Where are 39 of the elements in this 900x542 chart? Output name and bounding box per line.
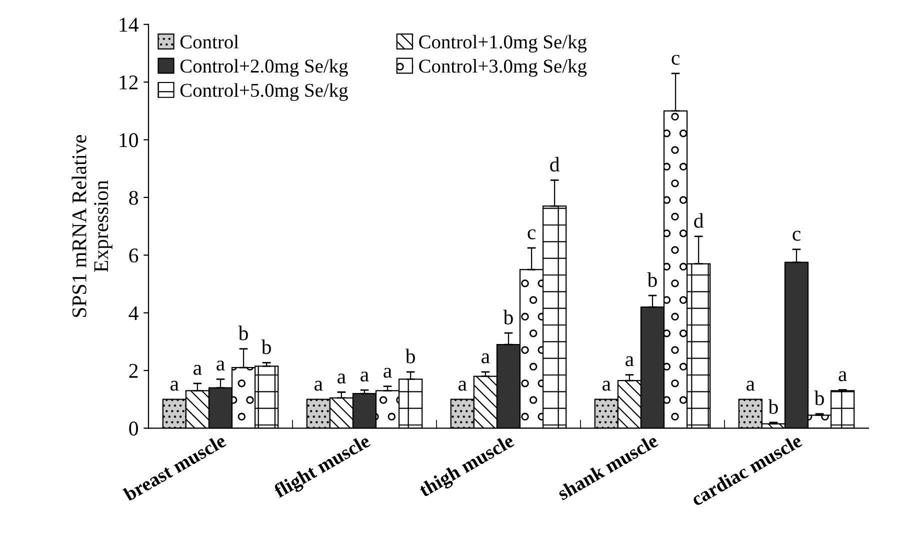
data-label: a — [384, 368, 392, 378]
data-label: b — [814, 390, 824, 406]
legend-label: Control+5.0mg Se/kg — [180, 83, 348, 101]
data-label: b — [503, 310, 513, 324]
y-tick-label: 6 — [129, 248, 138, 263]
data-label: a — [314, 380, 323, 391]
y-axis-title: SPS1 mRNA Relative Expression — [72, 134, 112, 317]
y-tick-label: 14 — [120, 18, 138, 32]
legend-label: Control — [180, 34, 239, 48]
data-label: a — [482, 353, 490, 364]
y-tick-label: 12 — [120, 76, 138, 90]
data-label: a — [746, 380, 755, 391]
data-label: a — [602, 380, 611, 391]
data-label: b — [405, 348, 415, 364]
data-label: b — [768, 399, 778, 414]
data-label: a — [458, 380, 467, 391]
data-label: a — [338, 374, 346, 384]
y-tick-label: 2 — [129, 364, 138, 378]
data-label: c — [672, 54, 680, 65]
y-tick-label: 8 — [129, 190, 138, 205]
data-label: c — [528, 229, 536, 240]
data-label: b — [261, 339, 271, 354]
data-label: a — [194, 364, 202, 375]
data-label: b — [647, 272, 657, 287]
data-label: d — [694, 213, 704, 228]
y-tick-label: 4 — [128, 306, 138, 320]
y-tick-label: 10 — [120, 133, 138, 148]
data-label: b — [238, 326, 248, 340]
data-label: a — [170, 380, 179, 391]
y-tick-label: 0 — [129, 422, 138, 436]
legend-label: Control+3.0mg Se/kg — [419, 59, 587, 77]
data-label: a — [626, 356, 634, 366]
data-label: d — [550, 156, 560, 172]
legend-label: Control+1.0mg Se/kg — [419, 34, 587, 52]
data-label: a — [838, 371, 847, 382]
data-label: c — [792, 230, 800, 241]
data-label: a — [216, 360, 225, 371]
legend-label: Control+2.0mg Se/kg — [180, 58, 348, 77]
data-label: a — [360, 372, 369, 382]
